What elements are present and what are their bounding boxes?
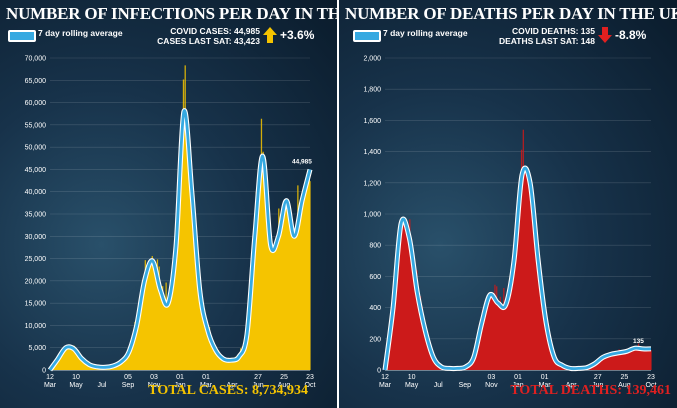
cases-xtick-day: 27 <box>254 374 262 381</box>
cases-ytick-label: 5,000 <box>28 345 46 352</box>
deaths-xtick-day: 23 <box>647 374 655 381</box>
deaths-total: TOTAL DEATHS: 139,461 <box>510 383 671 398</box>
deaths-xtick-month: Sep <box>459 382 472 389</box>
cases-ytick-label: 60,000 <box>25 100 47 107</box>
deaths-ytick-label: 1,400 <box>363 149 381 156</box>
cases-xtick-day: 23 <box>306 374 314 381</box>
cases-xtick-day: 01 <box>202 374 210 381</box>
cases-last-sat-stat: CASES LAST SAT: 43,423 <box>157 36 260 46</box>
cases-area <box>50 110 310 371</box>
cases-ytick-label: 15,000 <box>25 301 47 308</box>
deaths-end-label: 135 <box>633 338 644 345</box>
cases-change-percent: +3.6% <box>280 28 315 42</box>
cases-xtick-day: 05 <box>124 374 132 381</box>
deaths-xtick-month: Jun <box>592 382 603 389</box>
cases-xtick-month: Jun <box>252 382 263 389</box>
deaths-xtick-day: 25 <box>621 374 629 381</box>
deaths-xtick-month: Aug <box>618 382 631 389</box>
cases-chart-title: NUMBER OF INFECTIONS PER DAY IN THE UK <box>6 4 338 23</box>
deaths-legend-label: 7 day rolling average <box>383 28 468 38</box>
cases-xtick-month: Nov <box>148 382 161 389</box>
cases-rolling-line <box>48 109 312 371</box>
cases-panel: NUMBER OF INFECTIONS PER DAY IN THE UK 7… <box>0 0 338 408</box>
deaths-xtick-day: 01 <box>514 374 522 381</box>
deaths-xtick-day: 10 <box>408 374 416 381</box>
cases-legend-label: 7 day rolling average <box>38 28 123 38</box>
deaths-ytick-label: 1,200 <box>363 180 381 187</box>
deaths-ytick-label: 400 <box>369 305 381 312</box>
cases-ytick-label: 20,000 <box>25 278 47 285</box>
cases-chart: 0 5,000 10,000 15,000 20,000 25,000 30,000 35,0… <box>25 56 316 390</box>
deaths-xtick-month: Mar <box>539 382 552 389</box>
cases-xtick-month: Aug <box>278 382 291 389</box>
cases-xtick-month: May <box>69 382 83 389</box>
cases-ytick-label: 50,000 <box>25 145 47 152</box>
cases-ytick-label: 45,000 <box>25 167 47 174</box>
cases-xtick-month: Mar <box>44 382 57 389</box>
cases-xtick-day: 12 <box>46 374 54 381</box>
cases-xtick-month: Jul <box>98 382 107 389</box>
deaths-xtick-month: Jan <box>512 382 523 389</box>
cases-ytick-label: 30,000 <box>25 234 47 241</box>
deaths-rolling-line <box>383 166 652 371</box>
cases-ytick-label: 10,000 <box>25 323 47 330</box>
deaths-last-sat-stat: DEATHS LAST SAT: 148 <box>498 36 595 46</box>
cases-xtick-day: 03 <box>150 374 158 381</box>
deaths-today-stat: COVID DEATHS: 135 <box>512 26 595 36</box>
cases-ytick-label: 65,000 <box>25 78 47 85</box>
deaths-panel: NUMBER OF DEATHS PER DAY IN THE UK 7 day… <box>339 0 677 408</box>
cases-today-stat: COVID CASES: 44,985 <box>170 26 260 36</box>
deaths-change-percent: -8.8% <box>615 28 647 42</box>
cases-ytick-label: 40,000 <box>25 189 47 196</box>
cases-xtick-month: Mar <box>200 382 213 389</box>
cases-xtick-day: 25 <box>280 374 288 381</box>
cases-ytick-label: 0 <box>42 368 46 375</box>
deaths-ytick-label: 1,800 <box>363 87 381 94</box>
deaths-area <box>385 167 651 370</box>
deaths-chart-title: NUMBER OF DEATHS PER DAY IN THE UK <box>345 4 677 23</box>
deaths-ytick-label: 200 <box>369 336 381 343</box>
deaths-xtick-month: Apr <box>566 382 578 389</box>
down-arrow-icon <box>598 27 612 43</box>
cases-ytick-label: 70,000 <box>25 56 47 63</box>
cases-xtick-day: 10 <box>72 374 80 381</box>
cases-xtick-month: Sep <box>122 382 135 389</box>
deaths-xtick-month: Jul <box>434 382 443 389</box>
deaths-ytick-label: 1,600 <box>363 118 381 125</box>
deaths-legend-swatch <box>353 30 381 42</box>
cases-xtick-month: Jan <box>174 382 185 389</box>
deaths-xtick-month: Nov <box>485 382 498 389</box>
up-arrow-icon <box>263 27 277 43</box>
deaths-xtick-day: 01 <box>541 374 549 381</box>
cases-legend-swatch <box>8 30 36 42</box>
deaths-xtick-month: May <box>405 382 419 389</box>
deaths-xtick-day: 03 <box>488 374 496 381</box>
deaths-xtick-month: Mar <box>379 382 392 389</box>
deaths-xtick-day: 12 <box>381 374 389 381</box>
deaths-ytick-label: 2,000 <box>363 56 381 63</box>
cases-total: TOTAL CASES: 8,734,934 <box>148 383 308 398</box>
cases-ytick-label: 25,000 <box>25 256 47 263</box>
deaths-ytick-label: 0 <box>377 368 381 375</box>
deaths-ytick-label: 1,000 <box>363 212 381 219</box>
cases-end-label: 44,985 <box>292 158 312 165</box>
cases-xtick-day: 01 <box>176 374 184 381</box>
deaths-ytick-label: 600 <box>369 274 381 281</box>
deaths-xtick-month: Oct <box>646 382 657 389</box>
cases-ytick-label: 35,000 <box>25 212 47 219</box>
deaths-ytick-label: 800 <box>369 243 381 250</box>
cases-ytick-label: 55,000 <box>25 122 47 129</box>
deaths-xtick-day: 27 <box>594 374 602 381</box>
cases-xtick-month: Apr <box>227 382 239 389</box>
deaths-chart: 0 200 400 600 800 1,000 1,200 1,400 1,600 1,800 2,… <box>363 56 657 390</box>
panel-divider <box>337 0 340 408</box>
cases-xtick-month: Oct <box>305 382 316 389</box>
